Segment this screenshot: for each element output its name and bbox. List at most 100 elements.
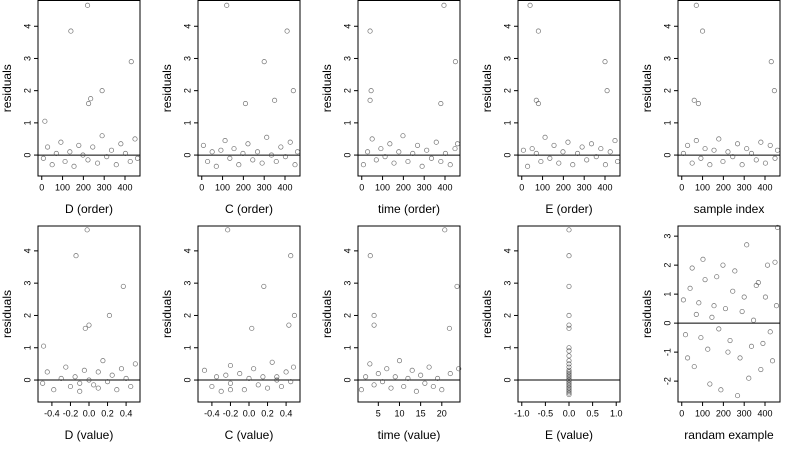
y-tick-label: 1 xyxy=(22,120,32,125)
point xyxy=(86,322,92,328)
point xyxy=(566,227,572,233)
point xyxy=(771,88,777,94)
y-tick-label: 4 xyxy=(342,248,352,253)
point xyxy=(566,390,572,396)
point xyxy=(566,369,572,375)
point xyxy=(274,377,280,383)
y-axis-label: residuals xyxy=(640,290,654,338)
point xyxy=(753,157,759,163)
point xyxy=(772,155,778,161)
point xyxy=(566,383,572,390)
point xyxy=(566,253,572,259)
y-tick-label: 0 xyxy=(342,153,352,158)
point xyxy=(410,150,416,157)
point xyxy=(67,383,74,390)
point xyxy=(680,150,686,157)
point xyxy=(286,322,292,328)
point xyxy=(77,380,83,386)
point xyxy=(99,133,105,139)
point xyxy=(409,367,415,373)
point xyxy=(762,160,768,166)
point xyxy=(254,149,261,155)
point xyxy=(225,227,231,233)
y-tick-label: 4 xyxy=(182,24,192,29)
point xyxy=(68,28,74,34)
point xyxy=(744,146,750,152)
y-tick-label: 1 xyxy=(502,120,512,125)
point xyxy=(85,157,91,163)
point xyxy=(760,340,766,346)
x-tick-label: 0 xyxy=(39,182,44,192)
point xyxy=(435,375,441,381)
point xyxy=(593,154,599,160)
x-axis-label: D (value) xyxy=(65,428,114,442)
point xyxy=(566,371,572,377)
point xyxy=(535,28,541,34)
point xyxy=(134,155,141,161)
y-tick-label: 1 xyxy=(502,345,512,350)
point xyxy=(292,162,298,168)
point xyxy=(209,149,215,155)
y-tick-label: 3 xyxy=(342,56,352,61)
point xyxy=(720,158,726,165)
x-tick-label: 0.4 xyxy=(120,408,133,418)
point xyxy=(260,374,266,380)
point xyxy=(84,2,91,8)
point xyxy=(371,382,377,388)
point xyxy=(88,96,94,102)
point xyxy=(369,136,375,142)
point xyxy=(99,88,105,94)
point xyxy=(387,141,393,147)
point xyxy=(291,312,297,319)
point xyxy=(730,288,736,294)
x-tick-label: 0 xyxy=(679,408,684,418)
point xyxy=(132,361,138,367)
point xyxy=(368,88,374,94)
point xyxy=(687,285,693,291)
point xyxy=(49,162,55,168)
point xyxy=(132,136,138,142)
point xyxy=(566,385,572,391)
point xyxy=(456,366,462,372)
point xyxy=(739,162,745,168)
point xyxy=(604,88,610,94)
point xyxy=(419,163,425,169)
point xyxy=(227,380,234,386)
y-tick-label: 3 xyxy=(22,56,32,61)
point xyxy=(452,146,458,152)
point xyxy=(108,147,115,153)
point xyxy=(375,371,381,377)
point xyxy=(566,364,572,370)
point xyxy=(223,372,229,378)
x-tick-label: 0.0 xyxy=(563,408,576,418)
y-tick-label: 2 xyxy=(502,88,512,93)
point xyxy=(104,154,110,160)
x-tick-label: 0 xyxy=(199,182,204,192)
plot-box xyxy=(37,0,141,177)
y-tick-label: 0 xyxy=(662,321,672,326)
point xyxy=(762,294,768,300)
point xyxy=(574,150,581,157)
point xyxy=(58,375,64,381)
point xyxy=(391,160,397,166)
point xyxy=(237,371,243,377)
point xyxy=(414,142,421,148)
point xyxy=(722,306,729,312)
x-axis-label: randam example xyxy=(684,428,774,442)
point xyxy=(53,150,59,157)
point xyxy=(588,141,595,147)
point xyxy=(118,366,125,372)
point xyxy=(104,379,111,385)
point xyxy=(718,387,724,393)
point xyxy=(367,361,373,367)
x-tick-label: 200 xyxy=(716,408,731,418)
point xyxy=(744,242,750,248)
y-tick-label: 0 xyxy=(22,153,32,158)
point xyxy=(241,387,247,393)
x-axis-label: time (value) xyxy=(378,428,441,442)
point xyxy=(358,387,364,393)
point xyxy=(259,160,265,166)
y-tick-label: -1 xyxy=(662,348,672,356)
point xyxy=(371,312,377,319)
plot-box xyxy=(677,225,781,403)
